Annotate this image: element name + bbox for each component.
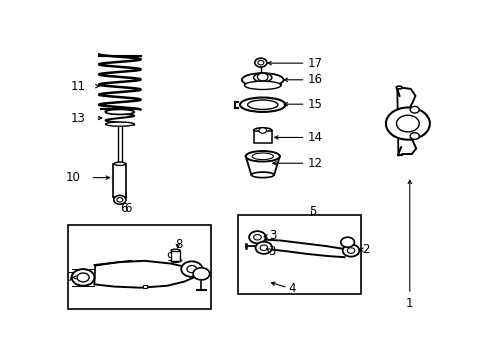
Ellipse shape (105, 109, 134, 114)
Circle shape (259, 128, 266, 133)
Circle shape (248, 231, 265, 243)
Circle shape (72, 269, 94, 286)
Circle shape (340, 237, 354, 247)
Text: 2: 2 (362, 243, 369, 256)
Text: 14: 14 (307, 131, 322, 144)
Ellipse shape (247, 100, 277, 109)
Text: 15: 15 (307, 98, 322, 111)
Ellipse shape (240, 98, 285, 112)
Text: 6: 6 (123, 202, 131, 215)
Ellipse shape (252, 153, 273, 159)
Text: 5: 5 (309, 205, 316, 218)
Text: 4: 4 (288, 282, 295, 295)
Bar (171, 251, 180, 261)
Circle shape (254, 58, 266, 67)
Bar (142, 285, 147, 288)
Text: 13: 13 (71, 112, 85, 125)
Text: 12: 12 (307, 157, 322, 170)
Bar (68, 225, 210, 309)
Text: 8: 8 (175, 238, 182, 251)
Circle shape (396, 115, 418, 132)
Circle shape (257, 60, 264, 65)
Ellipse shape (395, 86, 401, 89)
Text: 9: 9 (166, 251, 174, 264)
Ellipse shape (245, 151, 279, 162)
Ellipse shape (171, 249, 180, 252)
Bar (238, 215, 360, 294)
Text: 6: 6 (120, 202, 127, 215)
Text: 10: 10 (66, 171, 81, 184)
Text: 3: 3 (267, 244, 275, 258)
Circle shape (409, 107, 418, 113)
Ellipse shape (253, 73, 271, 82)
Circle shape (409, 133, 418, 139)
Circle shape (193, 268, 209, 280)
Ellipse shape (114, 162, 125, 166)
Ellipse shape (105, 122, 134, 126)
Text: 7: 7 (67, 271, 74, 284)
Circle shape (257, 73, 267, 81)
Circle shape (181, 261, 202, 277)
Text: 17: 17 (307, 57, 322, 69)
Ellipse shape (244, 81, 280, 90)
Bar (113, 164, 126, 197)
Text: 3: 3 (268, 229, 276, 242)
Ellipse shape (253, 128, 271, 133)
Ellipse shape (242, 73, 283, 86)
Circle shape (77, 273, 89, 282)
Circle shape (186, 266, 196, 273)
Circle shape (346, 248, 354, 253)
Circle shape (114, 195, 126, 204)
Circle shape (385, 108, 429, 140)
Circle shape (260, 245, 267, 251)
Circle shape (342, 244, 359, 257)
Circle shape (255, 242, 272, 254)
Ellipse shape (171, 260, 180, 262)
Circle shape (117, 198, 122, 202)
Ellipse shape (251, 172, 274, 177)
Bar (253, 131, 271, 143)
Text: 11: 11 (71, 80, 85, 93)
Text: 16: 16 (307, 73, 322, 86)
Circle shape (253, 234, 261, 240)
Text: 1: 1 (405, 297, 413, 310)
